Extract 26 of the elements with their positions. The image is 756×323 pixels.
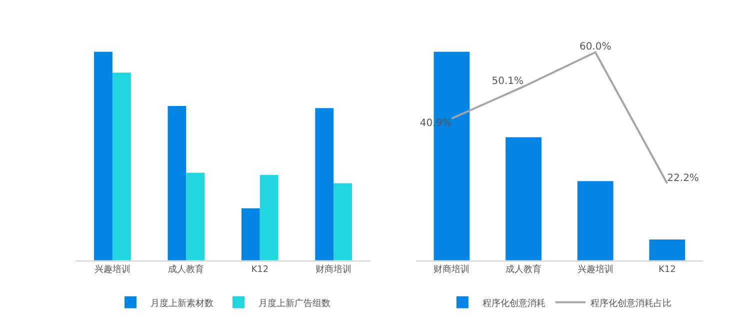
legend-label: 程序化创意消耗	[482, 298, 546, 309]
legend-label: 月度上新广告组数	[258, 298, 331, 309]
bar	[649, 240, 686, 260]
legend-label: 月度上新素材数	[150, 298, 214, 309]
bar	[94, 52, 112, 260]
x-tick-label: 兴趣培训	[94, 264, 130, 276]
bar	[577, 181, 614, 260]
bar	[334, 183, 352, 260]
data-label: 60.0%	[579, 42, 612, 53]
x-tick-label: 成人教育	[506, 264, 542, 276]
bar	[260, 174, 278, 260]
x-tick-label: 成人教育	[168, 264, 204, 276]
x-tick-label: 财商培训	[316, 264, 352, 276]
x-tick-label: 财商培训	[434, 264, 470, 276]
bar	[241, 208, 260, 260]
legend-label: 程序化创意消耗占比	[590, 298, 672, 309]
bar	[315, 108, 334, 260]
x-tick-label: 兴趣培训	[577, 264, 614, 276]
bar	[168, 106, 186, 260]
x-tick-label: K12	[658, 265, 676, 276]
data-label: 22.2%	[667, 172, 699, 184]
x-tick-label: K12	[251, 265, 269, 276]
data-label: 50.1%	[492, 76, 524, 88]
bar	[112, 72, 131, 260]
bar	[506, 137, 542, 260]
bar	[186, 172, 205, 260]
